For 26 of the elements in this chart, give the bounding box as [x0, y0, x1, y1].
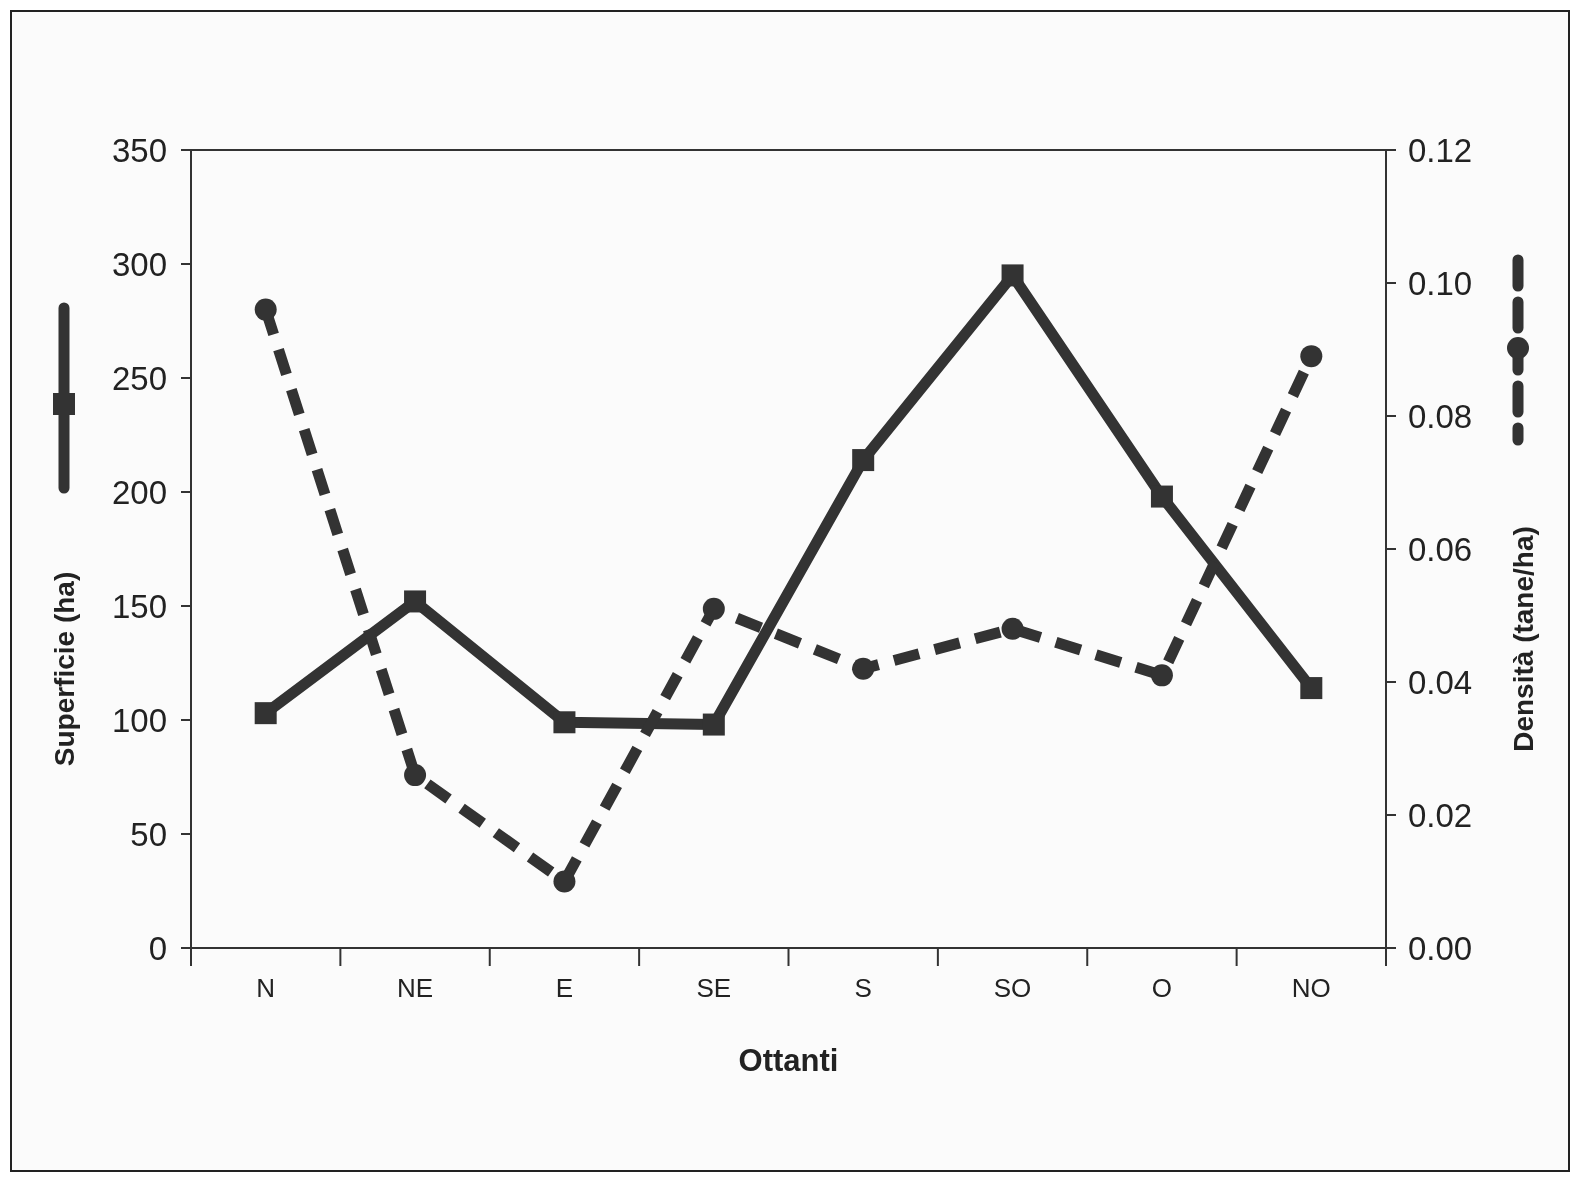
x-tick-label: E [555, 973, 574, 1003]
x-tick-label: N [256, 973, 276, 1003]
y-tick-label: 200 [111, 473, 167, 511]
x-tick-label: NE [397, 973, 434, 1003]
x-tick-label: O [1151, 973, 1173, 1003]
x-tick-label: NO [1291, 973, 1331, 1003]
x-tick-label: SE [696, 973, 732, 1003]
y-tick-label: 150 [111, 587, 167, 625]
x-tick-label: SO [993, 973, 1032, 1003]
x-axis-title: Ottanti [738, 1042, 839, 1078]
y2-tick-label: 0.04 [1408, 663, 1473, 701]
y-tick-label: 250 [111, 359, 167, 397]
y2-tick-label: 0.12 [1408, 131, 1473, 169]
y2-tick-label: 0.08 [1408, 397, 1473, 435]
x-tick-label: S [854, 973, 872, 1003]
y2-tick-label: 0.00 [1408, 929, 1473, 967]
y2-tick-label: 0.02 [1408, 796, 1473, 834]
y-tick-label: 350 [111, 131, 167, 169]
y2-tick-label: 0.10 [1408, 264, 1473, 302]
y-tick-label: 0 [148, 929, 167, 967]
y-tick-label: 300 [111, 245, 167, 283]
y-tick-label: 50 [130, 815, 167, 853]
y-axis-title: Superficie (ha) [48, 571, 80, 767]
y-tick-label: 100 [111, 701, 167, 739]
y2-axis-title: Densità (tane/ha) [1507, 526, 1539, 752]
y2-tick-label: 0.06 [1408, 530, 1473, 568]
